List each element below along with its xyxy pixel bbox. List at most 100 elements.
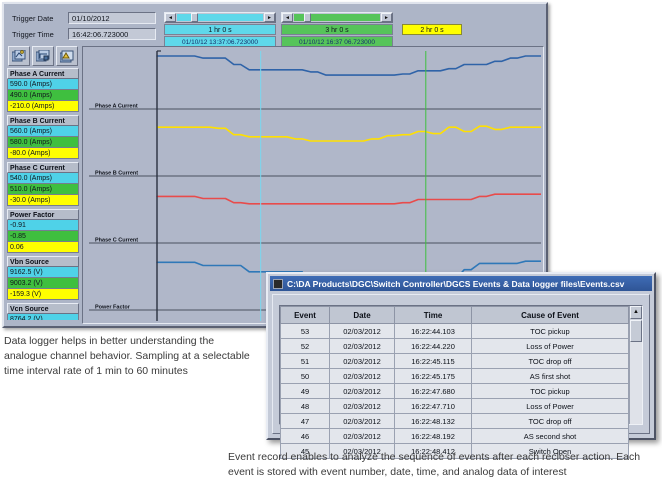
channel-value: -30.0 (Amps)	[7, 195, 79, 206]
table-cell: 16:22:47.710	[394, 398, 472, 414]
channel-value: -210.0 (Amps)	[7, 101, 79, 112]
channel-axis-label: Phase B Current	[95, 171, 138, 177]
application-icon	[273, 278, 283, 289]
channel-value: 580.0 (Amps)	[7, 137, 79, 148]
column-header[interactable]: Cause of Event	[471, 306, 629, 324]
table-cell: 50	[280, 368, 330, 384]
table-cell: 16:22:48.132	[394, 413, 472, 429]
table-cell: 51	[280, 353, 330, 369]
table-cell: 49	[280, 383, 330, 399]
table-cell: 02/03/2012	[329, 443, 395, 459]
cursor-2-slider[interactable]: ◄ ►	[281, 12, 393, 23]
cursor-1-right-arrow-icon[interactable]: ►	[264, 13, 275, 22]
table-cell: 16:22:45.175	[394, 368, 472, 384]
channel-axis-label: Power Factor	[95, 305, 131, 311]
trigger-time-value[interactable]: 16:42:06.723000	[68, 28, 156, 40]
channel-value: 510.0 (Amps)	[7, 184, 79, 195]
cursor-2-groove[interactable]	[294, 13, 380, 22]
channel-title: Vbn Source	[7, 256, 79, 267]
table-row[interactable]: 45 02/03/2012 16:22:48.412 Switch Open	[280, 443, 629, 459]
table-cell: 02/03/2012	[329, 368, 395, 384]
table-header-row: Event Date Time Cause of Event	[280, 306, 629, 324]
trigger-date-label: Trigger Date	[12, 13, 54, 23]
zoom-fit-icon[interactable]	[8, 46, 30, 66]
column-header[interactable]: Time	[394, 306, 472, 324]
table-row[interactable]: 52 02/03/2012 16:22:44.220 Loss of Power	[280, 338, 629, 354]
column-header[interactable]: Date	[329, 306, 395, 324]
scrollbar-thumb[interactable]	[630, 320, 642, 342]
cursor-1-slider-block: ◄ ► 1 hr 0 s 01/10/12 13:37:06.723000	[164, 12, 276, 47]
cursor-1-thumb[interactable]	[191, 13, 198, 22]
table-row[interactable]: 53 02/03/2012 16:22:44.103 TOC pickup	[280, 323, 629, 339]
scroll-up-icon[interactable]: ▲	[630, 306, 642, 319]
table-cell: 02/03/2012	[329, 353, 395, 369]
cursor-2-thumb[interactable]	[304, 13, 311, 22]
channel-title: Phase B Current	[7, 115, 79, 126]
cursor-2-span: 3 hr 0 s	[281, 24, 393, 35]
table-cell: 52	[280, 338, 330, 354]
table-cell: TOC pickup	[471, 323, 629, 339]
channel-value: 9162.5 (V)	[7, 267, 79, 278]
channel-title: Vcn Source	[7, 303, 79, 314]
events-vertical-scrollbar[interactable]: ▲	[629, 306, 642, 424]
channel-value: 0.06	[7, 242, 79, 253]
table-row[interactable]: 47 02/03/2012 16:22:48.132 TOC drop off	[280, 413, 629, 429]
table-row[interactable]: 46 02/03/2012 16:22:48.192 AS second shot	[280, 428, 629, 444]
table-cell: 02/03/2012	[329, 323, 395, 339]
channel-value: 540.0 (Amps)	[7, 173, 79, 184]
caption-data-logger: Data logger helps in better understandin…	[4, 335, 250, 377]
events-table[interactable]: Event Date Time Cause of Event 53 02/03/2012 1…	[280, 306, 629, 459]
events-grid[interactable]: Event Date Time Cause of Event 53 02/03/2012 1…	[279, 305, 643, 459]
table-cell: Loss of Power	[471, 398, 629, 414]
trigger-date-row: Trigger Date 01/10/2012	[12, 12, 156, 24]
table-cell: Switch Open	[471, 443, 629, 459]
table-row[interactable]: 49 02/03/2012 16:22:47.680 TOC pickup	[280, 383, 629, 399]
channel-value: 490.0 (Amps)	[7, 90, 79, 101]
cursor-1-span: 1 hr 0 s	[164, 24, 276, 35]
cursor-1-groove[interactable]	[177, 13, 263, 22]
events-window-title: C:\DA Products\DGC\Switch Controller\DGC…	[287, 278, 625, 289]
table-row[interactable]: 50 02/03/2012 16:22:45.175 AS first shot	[280, 368, 629, 384]
table-row[interactable]: 48 02/03/2012 16:22:47.710 Loss of Power	[280, 398, 629, 414]
table-cell: 16:22:44.220	[394, 338, 472, 354]
table-row[interactable]: 51 02/03/2012 16:22:45.115 TOC drop off	[280, 353, 629, 369]
table-cell: TOC drop off	[471, 353, 629, 369]
events-window-body: Event Date Time Cause of Event 53 02/03/2012 1…	[272, 294, 650, 459]
table-cell: AS second shot	[471, 428, 629, 444]
channel-group: Vbn Source 9162.5 (V) 9003.2 (V) -159.3 (V)	[7, 256, 79, 300]
table-cell: 16:22:45.115	[394, 353, 472, 369]
channel-group: Phase C Current 540.0 (Amps) 510.0 (Amps) -…	[7, 162, 79, 206]
events-window-titlebar[interactable]: C:\DA Products\DGC\Switch Controller\DGC…	[270, 276, 652, 291]
channel-value: -0.85	[7, 231, 79, 242]
table-cell: 02/03/2012	[329, 398, 395, 414]
channel-axis-label: Phase A Current	[95, 104, 138, 110]
channel-value: -0.91	[7, 220, 79, 231]
table-cell: 16:22:44.103	[394, 323, 472, 339]
waveform-trace	[156, 55, 541, 76]
caption-event-record: Event record enables to analyze the sequ…	[228, 451, 641, 478]
cursor-1-slider[interactable]: ◄ ►	[164, 12, 276, 23]
waveform-trace	[156, 193, 541, 205]
cursor-2-fill	[294, 14, 380, 21]
table-cell: TOC drop off	[471, 413, 629, 429]
plot-toolbar	[8, 46, 82, 66]
table-cell: 02/03/2012	[329, 383, 395, 399]
table-cell: TOC pickup	[471, 383, 629, 399]
zoom-select-icon[interactable]	[32, 46, 54, 66]
table-cell: 48	[280, 398, 330, 414]
table-cell: AS first shot	[471, 368, 629, 384]
column-header[interactable]: Event	[280, 306, 330, 324]
channel-value: 590.0 (Amps)	[7, 79, 79, 90]
table-cell: 53	[280, 323, 330, 339]
cursor-2-slider-block: ◄ ► 3 hr 0 s 01/10/12 16:37 06.723000	[281, 12, 393, 47]
scrollbar-track[interactable]	[630, 342, 642, 424]
cursor-2-left-arrow-icon[interactable]: ◄	[282, 13, 293, 22]
trigger-date-value[interactable]: 01/10/2012	[68, 12, 156, 24]
cursor-1-fill	[177, 14, 263, 21]
waveform-trace	[156, 125, 541, 142]
cursor-2-right-arrow-icon[interactable]: ►	[381, 13, 392, 22]
pan-icon[interactable]	[56, 46, 78, 66]
cursor-1-left-arrow-icon[interactable]: ◄	[165, 13, 176, 22]
table-cell: 16:22:47.680	[394, 383, 472, 399]
